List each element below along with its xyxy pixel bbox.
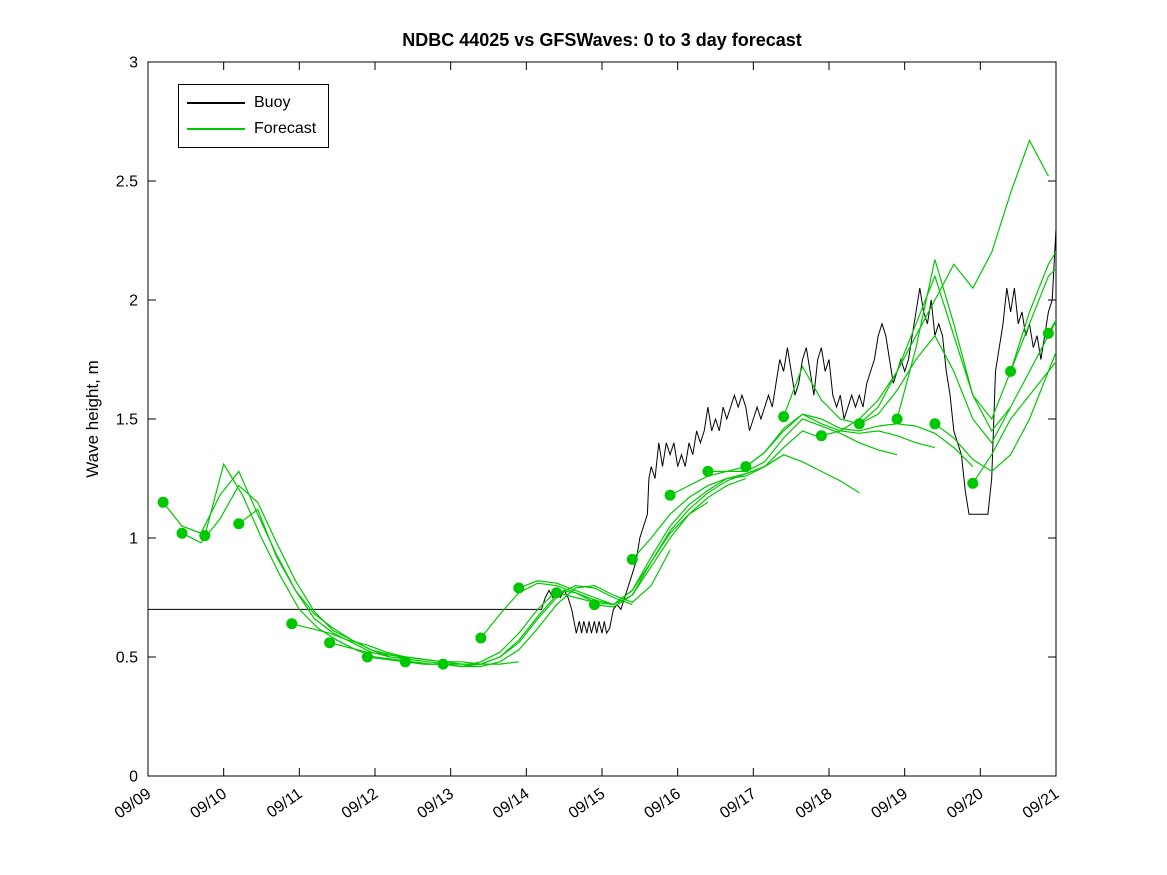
legend-label-forecast: Forecast — [254, 120, 317, 137]
forecast-line — [896, 259, 1056, 432]
forecast-line-sample — [187, 128, 245, 130]
forecast-start-marker — [475, 632, 487, 644]
legend-entry-forecast: Forecast — [187, 116, 316, 142]
chart-title: NDBC 44025 vs GFSWaves: 0 to 3 day forec… — [402, 30, 802, 50]
forecast-start-marker — [361, 651, 373, 663]
forecast-line — [745, 413, 974, 468]
forecast-line — [556, 454, 784, 606]
forecast-start-marker — [437, 658, 449, 670]
forecast-line — [594, 430, 822, 608]
forecast-start-marker — [233, 518, 245, 530]
forecast-start-marker — [399, 656, 411, 668]
y-tick-label: 2 — [129, 293, 138, 310]
y-tick-label: 1 — [129, 531, 138, 548]
forecast-start-marker — [588, 599, 600, 611]
forecast-start-marker — [626, 553, 638, 565]
forecast-start-marker — [702, 465, 714, 477]
y-tick-label: 2.5 — [116, 174, 138, 191]
forecast-line — [204, 462, 432, 665]
buoy-line — [148, 228, 1056, 635]
forecast-line — [631, 454, 860, 560]
forecast-line — [934, 350, 1056, 473]
x-tick-label: 09/13 — [414, 785, 457, 822]
y-tick-label: 0.5 — [116, 650, 138, 667]
y-tick-label: 3 — [129, 55, 138, 72]
legend-label-buoy: Buoy — [254, 94, 291, 111]
forecast-start-marker — [199, 530, 211, 542]
y-tick-label: 1.5 — [116, 412, 138, 429]
forecast-start-marker — [778, 411, 790, 423]
x-tick-label: 09/17 — [717, 785, 760, 822]
x-tick-label: 09/20 — [944, 785, 987, 822]
forecast-line — [783, 334, 1012, 444]
forecast-start-marker — [664, 489, 676, 501]
forecast-start-marker — [551, 587, 563, 599]
x-tick-label: 09/12 — [339, 785, 382, 822]
x-tick-label: 09/14 — [490, 785, 533, 822]
forecast-line — [181, 484, 410, 660]
y-tick-label: 0 — [129, 769, 138, 786]
x-tick-label: 09/11 — [264, 785, 306, 821]
forecast-start-marker — [740, 461, 752, 473]
forecast-start-marker — [513, 582, 525, 594]
x-tick-label: 09/19 — [868, 785, 911, 822]
plot-area — [148, 139, 1056, 670]
forecast-line — [162, 470, 391, 658]
buoy-line-sample — [187, 102, 245, 104]
forecast-line — [1010, 267, 1056, 372]
forecast-start-marker — [891, 413, 903, 425]
forecast-start-marker — [1005, 365, 1017, 377]
forecast-start-marker — [324, 637, 336, 649]
x-tick-label: 09/18 — [793, 785, 836, 822]
legend: Buoy Forecast — [178, 84, 330, 148]
forecast-line — [858, 250, 1056, 425]
axes-box — [147, 61, 1057, 777]
forecast-line — [972, 360, 1056, 484]
forecast-start-marker — [157, 496, 169, 508]
forecast-line — [443, 549, 671, 668]
forecast-line — [1047, 318, 1056, 334]
forecast-start-marker — [1042, 327, 1054, 339]
legend-entry-buoy: Buoy — [187, 90, 316, 116]
forecast-start-marker — [815, 430, 827, 442]
forecast-start-marker — [967, 477, 979, 489]
x-tick-label: 09/16 — [641, 785, 684, 822]
x-tick-label: 09/10 — [187, 785, 230, 822]
x-tick-label: 09/09 — [112, 785, 155, 822]
x-tick-label: 09/21 — [1020, 785, 1063, 822]
forecast-start-marker — [929, 418, 941, 430]
forecast-start-marker — [286, 618, 298, 630]
forecast-line — [238, 508, 466, 665]
forecast-start-marker — [176, 527, 188, 539]
forecast-start-marker — [853, 418, 865, 430]
x-tick-label: 09/15 — [566, 785, 609, 822]
